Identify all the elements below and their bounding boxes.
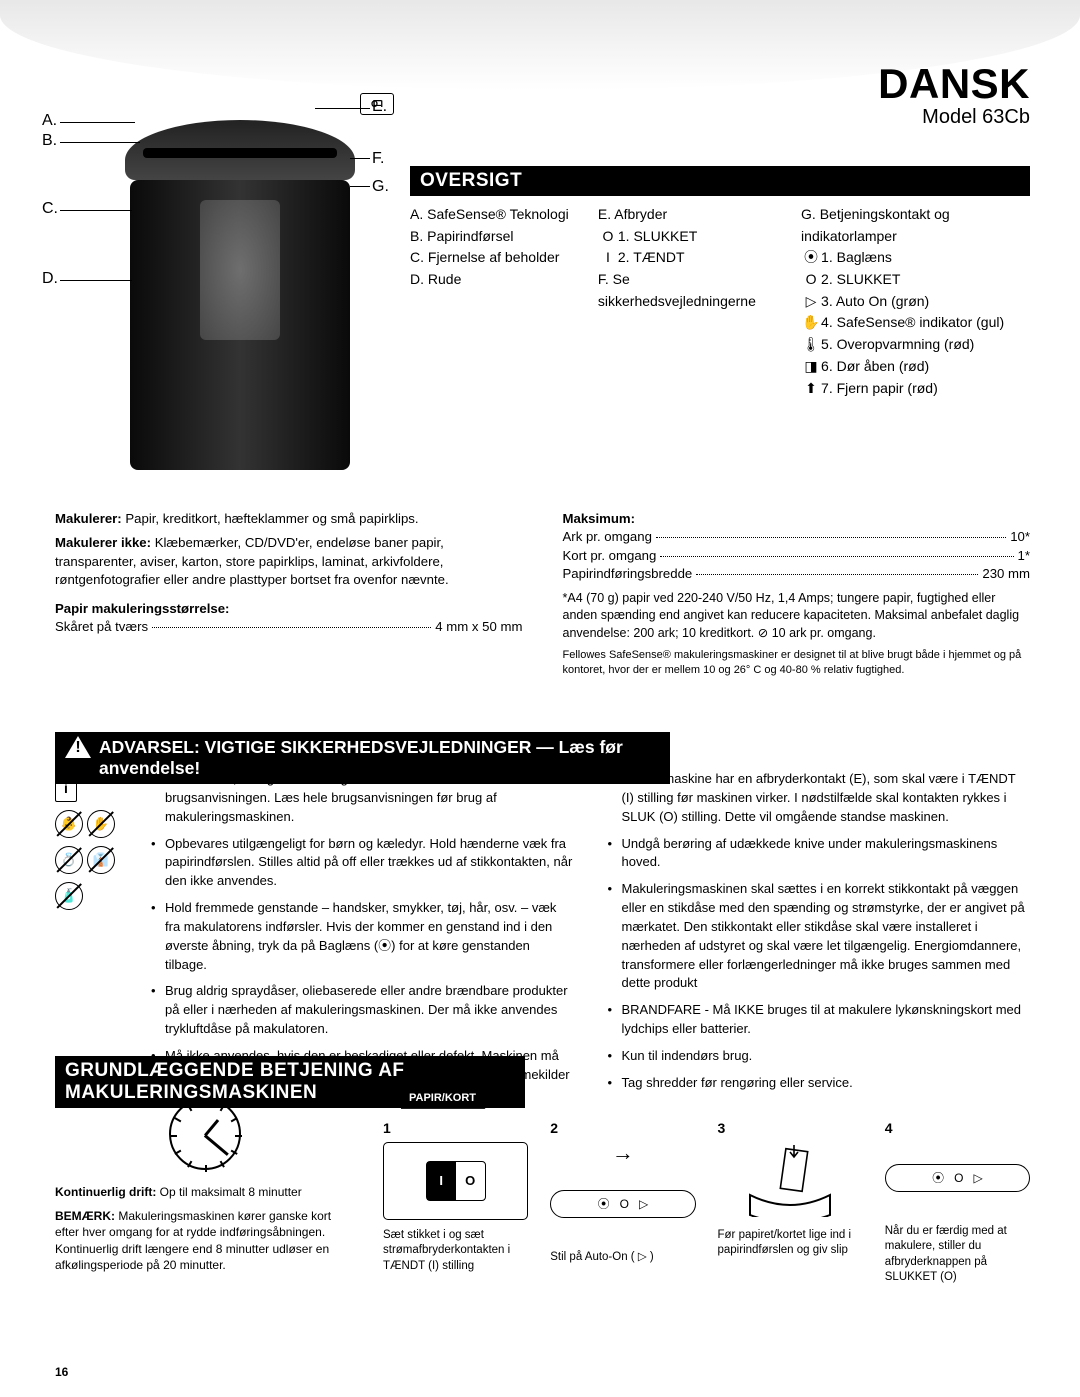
ov-e2: 2. TÆNDT xyxy=(618,249,685,265)
step3-illustration xyxy=(718,1142,863,1220)
max-r2-v: 230 mm xyxy=(982,565,1030,583)
size-val: 4 mm x 50 mm xyxy=(435,618,522,636)
ov-g3: 3. Auto On (grøn) xyxy=(821,293,929,309)
note-label: BEMÆRK: xyxy=(55,1209,115,1223)
warn-r1: Undgå berøring af udækkede knive under m… xyxy=(608,835,1031,873)
callout-c: C. xyxy=(42,200,58,218)
warn-l2: Hold fremmede genstande – handsker, smyk… xyxy=(151,899,574,974)
basic-operation-section: Kontinuerlig drift: Op til maksimalt 8 m… xyxy=(55,1088,1030,1286)
ov-g7: 7. Fjern papir (rød) xyxy=(821,380,938,396)
ov-b: B. Papirindførsel xyxy=(410,226,578,248)
remove-paper-icon: ⬆ xyxy=(801,378,821,400)
step1-num: 1 xyxy=(383,1119,528,1138)
not-shreds-label: Makulerer ikke: xyxy=(55,535,151,550)
auto-on-icon: ▷ xyxy=(801,291,821,313)
clock-icon xyxy=(169,1098,241,1170)
ov-c: C. Fjernelse af beholder xyxy=(410,247,578,269)
shreds-label: Makulerer: xyxy=(55,511,122,526)
step1-illustration: IO xyxy=(383,1142,528,1220)
max-r1-v: 1* xyxy=(1018,547,1030,565)
door-open-icon: ◨ xyxy=(801,356,821,378)
callout-d: D. xyxy=(42,270,58,288)
overview-section: OVERSIGT A. SafeSense® Teknologi B. Papi… xyxy=(410,162,1030,399)
max-r1-l: Kort pr. omgang xyxy=(563,547,657,565)
warning-triangle-icon: ! xyxy=(65,736,91,758)
ov-e: E. Afbryder xyxy=(598,204,781,226)
switch-icon: O I xyxy=(360,93,394,115)
shreds-text: Papir, kreditkort, hæfteklammer og små p… xyxy=(125,511,418,526)
ov-g: G. Betjeningskontakt og indikatorlamper xyxy=(801,204,1030,247)
page-number: 16 xyxy=(55,1365,68,1379)
ov-e1: 1. SLUKKET xyxy=(618,228,697,244)
ov-g5: 5. Overopvarmning (rød) xyxy=(821,336,974,352)
no-spray-icon: 🧴 xyxy=(55,882,83,910)
warn-r0: Denne maskine har en afbryderkontakt (E)… xyxy=(608,770,1031,827)
ov-d: D. Rude xyxy=(410,269,578,291)
no-tie-icon: 👔 xyxy=(87,846,115,874)
warn-r3: BRANDFARE - Må IKKE bruges til at makule… xyxy=(608,1001,1031,1039)
model-label: Model 63Cb xyxy=(922,106,1030,129)
callout-b: B. xyxy=(42,132,57,150)
size-label: Papir makuleringsstørrelse: xyxy=(55,600,523,618)
step3-num: 3 xyxy=(718,1119,863,1138)
step4-num: 4 xyxy=(885,1119,1030,1138)
off-icon: O xyxy=(801,269,821,291)
no-hands-icon: ✋ xyxy=(87,810,115,838)
warn-l0: Anvendelse, vedligeholdelse og servicekr… xyxy=(151,770,574,827)
max-r0-v: 10* xyxy=(1010,528,1030,546)
warn-l1: Opbevares utilgængeligt for børn og kæle… xyxy=(151,835,574,892)
on-symbol: I xyxy=(598,247,618,269)
step2-text: Stil på Auto-On ( ▷ ) xyxy=(550,1250,695,1266)
max-r2-l: Papirindføringsbredde xyxy=(563,565,693,583)
size-name: Skåret på tværs xyxy=(55,618,148,636)
ov-a: A. SafeSense® Teknologi xyxy=(410,204,578,226)
step2-illustration: ⦿O▷ xyxy=(550,1190,695,1218)
paper-card-tag: PAPIR/KORT xyxy=(401,1088,496,1109)
cont-text: Op til maksimalt 8 minutter xyxy=(160,1185,302,1199)
language-heading: DANSK xyxy=(878,60,1030,108)
warn-r4: Kun til indendørs brug. xyxy=(608,1047,1031,1066)
ov-g6: 6. Dør åben (rød) xyxy=(821,358,929,374)
manual-icon: i xyxy=(55,774,77,802)
step4-text: Når du er færdig med at makulere, stille… xyxy=(885,1224,1030,1286)
capabilities-section: Makulerer: Papir, kreditkort, hæfteklamm… xyxy=(55,510,1030,678)
callout-f: F. xyxy=(372,150,384,168)
warn-l3: Brug aldrig spraydåser, oliebaserede ell… xyxy=(151,982,574,1039)
step1-text: Sæt stikket i og sæt strømafbryderkontak… xyxy=(383,1228,528,1275)
ov-g2: 2. SLUKKET xyxy=(821,271,900,287)
shredder-illustration xyxy=(130,110,350,470)
no-children-icon: 👶 xyxy=(55,810,83,838)
warning-right-list: Denne maskine har en afbryderkontakt (E)… xyxy=(604,770,1031,1112)
ov-g1: 1. Baglæns xyxy=(821,249,892,265)
callout-a: A. xyxy=(42,112,57,130)
off-symbol: O xyxy=(598,226,618,248)
reverse-icon: ⦿ xyxy=(801,247,821,269)
step3-text: Før papiret/kortet lige ind i papirindfø… xyxy=(718,1228,863,1259)
no-jewelry-icon: 💍 xyxy=(55,846,83,874)
overview-title: OVERSIGT xyxy=(410,166,1030,196)
max-note: *A4 (70 g) papir ved 220-240 V/50 Hz, 1,… xyxy=(563,590,1031,643)
max-r0-l: Ark pr. omgang xyxy=(563,528,652,546)
max-fine: Fellowes SafeSense® makuleringsmaskiner … xyxy=(563,648,1031,678)
safesense-icon: ✋ xyxy=(801,312,821,334)
cont-label: Kontinuerlig drift: xyxy=(55,1185,156,1199)
overheat-icon: 🌡 xyxy=(801,334,821,356)
callout-g: G. xyxy=(372,178,389,196)
ov-g4: 4. SafeSense® indikator (gul) xyxy=(821,314,1004,330)
warn-r2: Makuleringsmaskinen skal sættes i en kor… xyxy=(608,880,1031,993)
product-diagram: A. B. C. D. E. O I F. G. xyxy=(60,90,400,480)
step2-num: 2 xyxy=(550,1119,695,1138)
step4-illustration: ⦿O▷ xyxy=(885,1164,1030,1192)
max-title: Maksimum: xyxy=(563,510,1031,528)
ov-f: F. Se sikkerhedsvejledningerne xyxy=(598,269,781,312)
